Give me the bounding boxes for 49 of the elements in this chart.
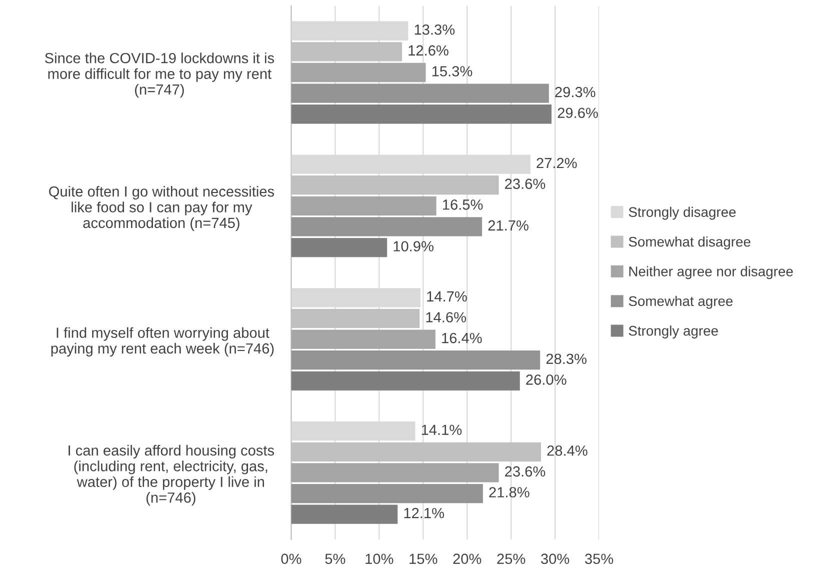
data-label: 15.3% [432,66,472,76]
data-label: 16.4% [442,332,482,344]
x-tick-label: 35% [585,554,614,564]
data-label: 14.7% [427,291,467,302]
bar [291,62,426,82]
x-tick-label: 20% [453,554,482,564]
legend-label: Neither agree nor disagree [629,266,793,280]
y-tick-label: Quite often I go without necessities like food so I can pay for my accommodation (n=745) [49,186,274,231]
data-label: 23.6% [505,178,546,190]
legend-label: Strongly disagree [628,206,736,220]
bar [291,217,482,236]
data-label: 26.0% [526,374,566,385]
bar [291,463,499,482]
x-tick-label: 30% [541,554,570,564]
bar [291,238,388,258]
bar [291,196,436,216]
y-tick-label: I find myself often worrying about paying my rent each week (n=746) [51,327,274,357]
y-tick-label: Since the COVID-19 lockdowns it is more difficult for me to pay my rent (n=747) [45,52,274,98]
data-label: 28.4% [547,445,588,456]
legend-label: Somewhat disagree [628,236,750,250]
data-label: 12.6% [408,45,448,56]
data-label: 29.6% [558,108,598,118]
data-label: 13.3% [414,24,455,35]
data-label: 12.1% [404,508,444,518]
bar [291,504,398,524]
bar [291,371,520,390]
data-label: 21.7% [488,220,528,231]
data-label: 27.2% [536,158,577,168]
bar [291,484,483,504]
x-tick-label: 10% [366,554,394,564]
bar [291,104,552,124]
data-label: 23.6% [505,466,546,477]
y-tick-label: I can easily afford housing costs (including rent, electricity, gas, water) of the property I live in (n=746) [68,444,274,506]
x-tick-label: 0% [281,554,302,564]
bar [291,330,436,349]
data-label: 29.3% [555,86,596,98]
x-tick-label: 15% [410,554,438,564]
bar [291,350,540,370]
bar [291,84,549,103]
data-label: 16.5% [442,199,483,210]
data-label: 28.3% [546,354,586,364]
data-label: 14.1% [422,424,462,435]
legend-label: Strongly agree [628,326,718,338]
data-label: 21.8% [489,487,530,498]
data-label: 14.6% [426,312,466,322]
legend-label: Somewhat agree [628,296,733,309]
data-label: 10.9% [394,241,434,252]
x-tick-label: 25% [497,554,526,564]
x-tick-label: 5% [325,554,346,564]
